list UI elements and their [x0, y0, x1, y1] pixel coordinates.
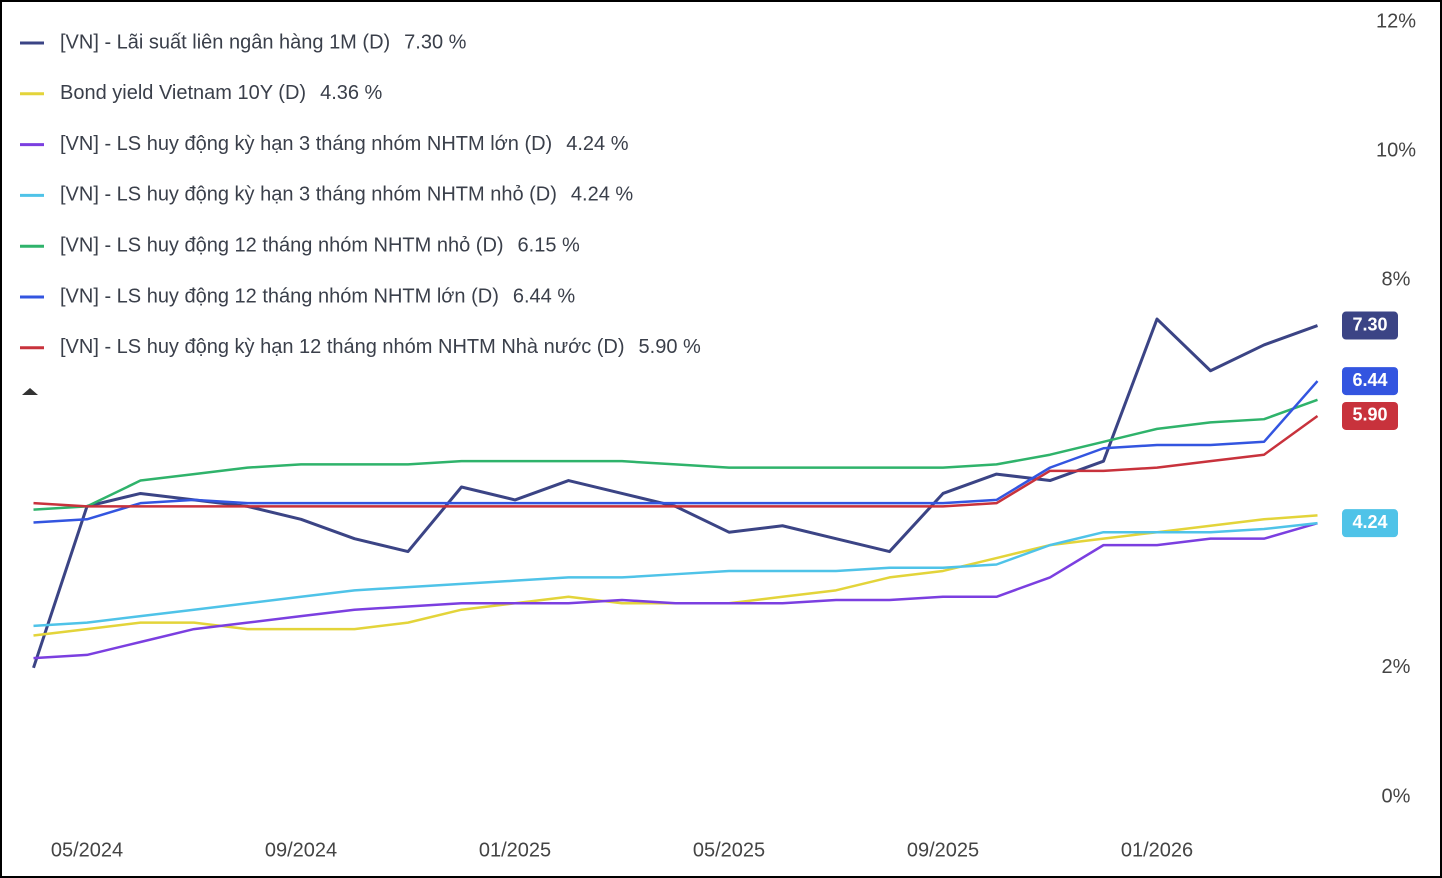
legend-label: [VN] - LS huy động 12 tháng nhóm NHTM lớ… [60, 285, 499, 307]
legend-value: 4.36 % [320, 82, 382, 104]
series-line [33, 521, 1318, 628]
series-line [33, 414, 1319, 508]
legend-label: [VN] - LS huy động kỳ hạn 3 tháng nhóm N… [60, 133, 552, 155]
x-tick-label: 01/2025 [479, 839, 551, 861]
legend-label: [VN] - LS huy động kỳ hạn 3 tháng nhóm N… [60, 184, 557, 206]
price-flag-label: 4.24 [1352, 512, 1387, 532]
legend: [VN] - Lãi suất liên ngân hàng 1M (D) 7.3… [20, 31, 701, 358]
series-line [33, 521, 1318, 660]
price-flag-label: 7.30 [1352, 314, 1387, 334]
legend-label: [VN] - LS huy động kỳ hạn 12 tháng nhóm … [60, 336, 625, 358]
y-tick-label: 12% [1376, 10, 1416, 32]
legend-label: [VN] - Lãi suất liên ngân hàng 1M (D) [60, 31, 390, 53]
collapse-icon[interactable] [22, 388, 38, 395]
y-tick-label: 10% [1376, 139, 1416, 161]
legend-value: 6.44 % [513, 285, 575, 307]
y-tick-label: 8% [1382, 269, 1411, 291]
legend-value: 4.24 % [571, 184, 633, 206]
price-flag [1342, 401, 1398, 430]
legend-value: 5.90 % [639, 336, 701, 358]
series-line [33, 398, 1318, 511]
x-tick-label: 09/2024 [265, 839, 337, 861]
legend-value: 6.15 % [518, 234, 580, 256]
price-flag-label: 5.90 [1352, 405, 1387, 425]
y-tick-label: 2% [1382, 656, 1411, 678]
price-flag-label: 6.44 [1352, 370, 1387, 390]
y-tick-label: 0% [1382, 785, 1411, 807]
x-tick-label: 05/2025 [693, 839, 765, 861]
legend-label: [VN] - LS huy động 12 tháng nhóm NHTM nh… [60, 234, 504, 256]
price-flag [1342, 509, 1398, 538]
legend-value: 7.30 % [404, 31, 466, 53]
price-flag [1342, 311, 1398, 340]
x-tick-label: 01/2026 [1121, 839, 1193, 861]
x-tick-label: 09/2025 [907, 839, 979, 861]
x-tick-label: 05/2024 [51, 839, 123, 861]
legend-value: 4.24 % [566, 133, 628, 155]
series-line [33, 380, 1319, 524]
plot: 7.30 4.24 6.44 5.90 [32, 311, 1398, 669]
price-flag [1342, 367, 1398, 396]
legend-label: Bond yield Vietnam 10Y (D) [60, 82, 306, 104]
